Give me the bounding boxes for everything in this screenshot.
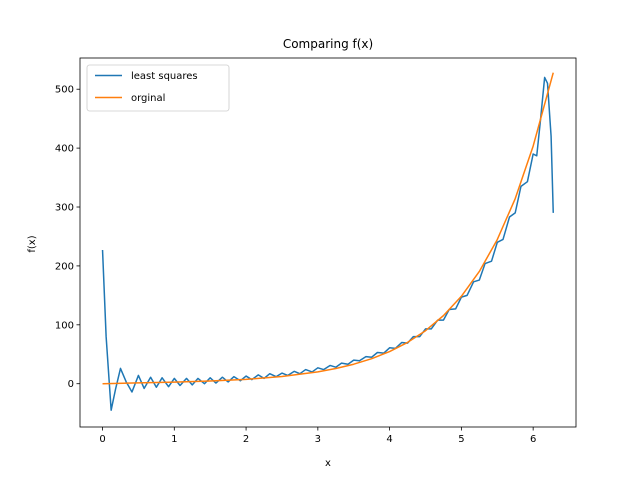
- series-line-1: [102, 72, 554, 385]
- y-tick-label: 300: [55, 203, 74, 214]
- x-tick-label: 1: [171, 434, 177, 445]
- y-axis-label: f(x): [27, 235, 38, 252]
- series-line-0: [101, 76, 554, 411]
- axes-frame: [79, 57, 577, 428]
- y-tick-label: 0: [68, 379, 74, 390]
- axes: 0 1 2 3 4 5 6 0 100 200 300 400 500: [55, 57, 577, 445]
- legend-label-0: least squares: [131, 71, 198, 82]
- chart-title: Comparing f(x): [283, 37, 373, 51]
- y-tick-label: 400: [55, 144, 74, 155]
- y-tick-label: 200: [55, 261, 74, 272]
- y-tick-label: 100: [55, 320, 74, 331]
- x-tick-label: 0: [99, 434, 105, 445]
- x-tick-label: 2: [243, 434, 249, 445]
- y-tick-label: 500: [55, 85, 74, 96]
- legend: least squares orginal: [86, 64, 230, 112]
- x-tick-label: 4: [386, 434, 392, 445]
- plot-area: [101, 72, 554, 411]
- x-tick-label: 5: [458, 434, 464, 445]
- x-axis-label: x: [325, 458, 331, 469]
- legend-label-1: orginal: [131, 93, 165, 104]
- x-tick-label: 6: [530, 434, 536, 445]
- legend-box: [86, 64, 230, 112]
- x-tick-label: 3: [315, 434, 321, 445]
